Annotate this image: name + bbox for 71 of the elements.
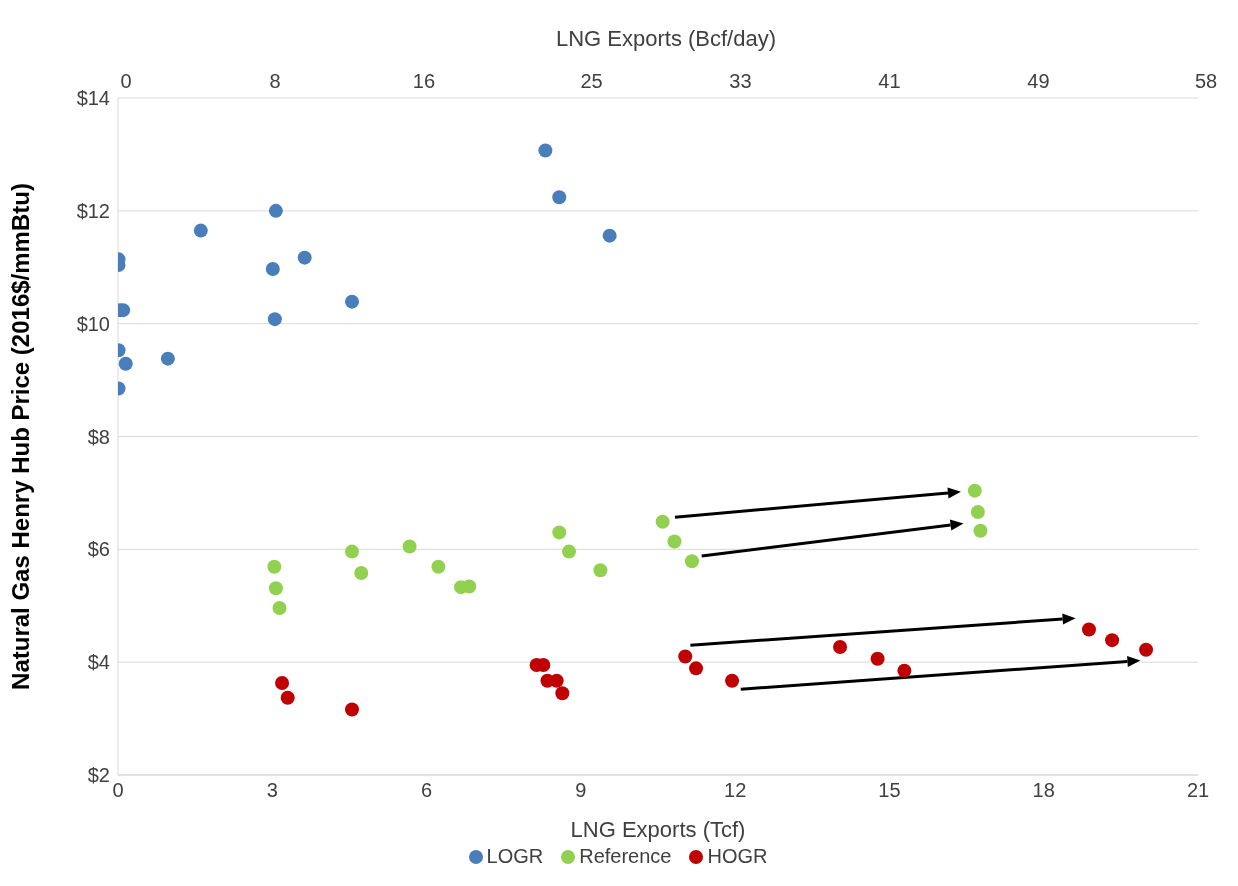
point — [265, 261, 280, 276]
point — [538, 143, 553, 158]
point — [354, 566, 369, 581]
point — [267, 312, 282, 327]
point — [678, 649, 693, 664]
x-tick-label: 12 — [724, 779, 747, 802]
x2-tick-label: 0 — [120, 70, 132, 92]
point — [684, 554, 699, 569]
point — [345, 294, 359, 309]
point — [268, 581, 283, 596]
point — [667, 534, 682, 549]
x2-tick-label: 8 — [269, 70, 281, 92]
y-tick-label: $8 — [87, 425, 110, 448]
point — [275, 676, 290, 691]
point — [602, 228, 617, 243]
x-axis-title: LNG Exports (Tcf) — [570, 817, 746, 842]
point — [655, 514, 670, 529]
x2-axis-title: LNG Exports (Bcf/day) — [555, 26, 777, 51]
point — [402, 539, 417, 554]
x2-tick-label: 49 — [1027, 70, 1050, 92]
point — [462, 579, 477, 594]
x2-tick-label: 58 — [1194, 70, 1218, 92]
point — [267, 559, 282, 574]
y-tick-label: $6 — [87, 538, 110, 561]
y-tick-label: $2 — [87, 764, 110, 787]
x-tick-label: 21 — [1186, 779, 1210, 802]
x-tick-label: 15 — [878, 779, 901, 802]
y-tick-label: $12 — [76, 199, 110, 222]
point — [345, 702, 359, 717]
point — [160, 351, 175, 366]
point — [593, 563, 608, 578]
x2-tick-label: 25 — [580, 70, 603, 92]
point — [1081, 622, 1096, 637]
point — [1139, 642, 1154, 657]
point — [345, 544, 359, 559]
y-tick-label: $4 — [87, 651, 110, 674]
x-tick-label: 6 — [421, 779, 433, 802]
point — [118, 356, 133, 371]
x2-tick-label: 33 — [729, 70, 752, 92]
point — [280, 690, 295, 705]
point — [272, 601, 287, 616]
point — [870, 651, 885, 666]
point — [967, 483, 982, 498]
point — [193, 223, 208, 238]
point — [562, 544, 577, 559]
point — [552, 525, 567, 540]
x2-tick-label: 41 — [878, 70, 901, 92]
y-tick-label: $14 — [76, 87, 110, 110]
x-tick-label: 9 — [575, 779, 587, 802]
x-tick-label: 0 — [112, 779, 124, 802]
point — [833, 639, 848, 654]
point — [689, 661, 704, 676]
point — [431, 559, 446, 574]
y-tick-label: $10 — [76, 312, 110, 335]
point — [552, 190, 567, 205]
point — [897, 663, 912, 678]
point — [297, 250, 312, 265]
legend-label: LOGR — [485, 845, 544, 868]
x-tick-label: 18 — [1032, 779, 1055, 802]
point — [555, 686, 570, 701]
point — [725, 673, 740, 688]
x-tick-label: 3 — [266, 779, 278, 802]
x2-tick-label: 16 — [412, 70, 436, 92]
point — [1105, 633, 1120, 648]
point — [268, 203, 283, 218]
point — [973, 523, 988, 538]
legend-label: Reference — [578, 845, 672, 868]
y-axis-title: Natural Gas Henry Hub Price (2016$/mmBtu) — [6, 183, 34, 690]
point — [970, 505, 985, 520]
legend-label: HOGR — [706, 845, 768, 868]
point — [549, 673, 564, 688]
